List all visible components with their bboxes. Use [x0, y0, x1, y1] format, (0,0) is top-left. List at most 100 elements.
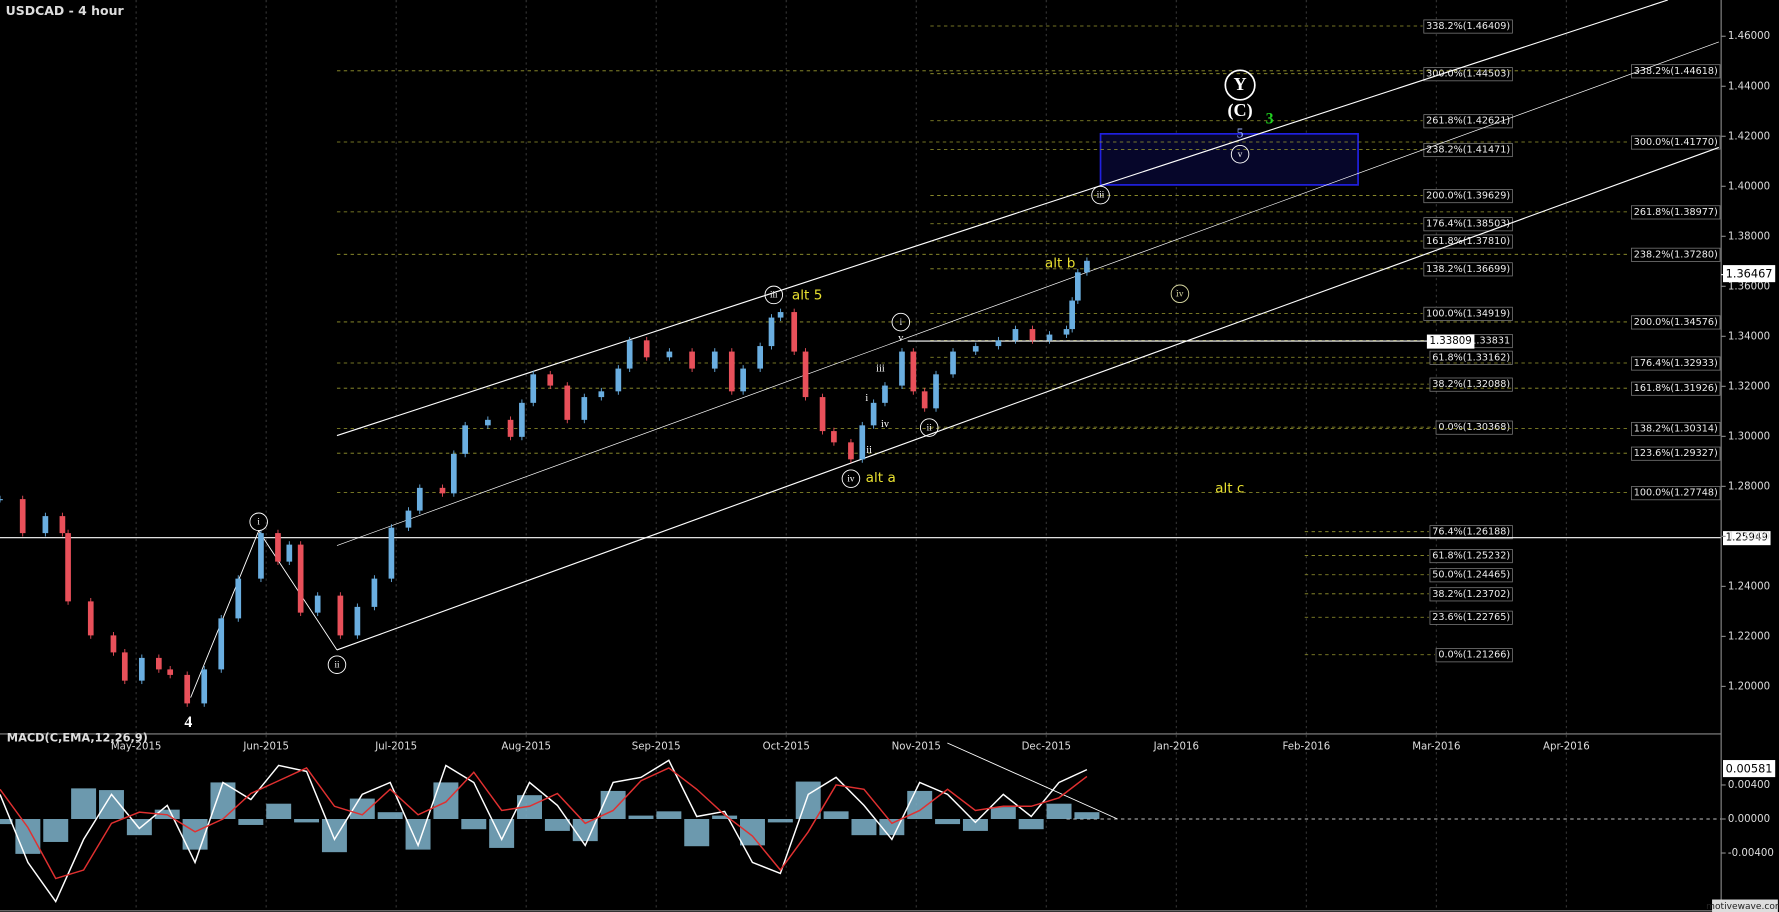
x-tick-label: Dec-2015 [1022, 741, 1071, 752]
macd-histogram-bar [517, 795, 543, 819]
fib-label-box [1423, 262, 1513, 277]
last-price-label: 1.36467 [1726, 267, 1773, 281]
fib-label: 61.8%(1.33162) [1432, 352, 1510, 363]
fib-label-box [1423, 234, 1513, 249]
fib-label-box [1631, 135, 1721, 150]
fib-label-box [1631, 356, 1721, 371]
macd-histogram-bar [767, 818, 793, 823]
wave-label: i [900, 317, 903, 327]
macd-current-label: 0.00581 [1726, 762, 1773, 776]
candle [757, 346, 763, 369]
candle [1069, 300, 1076, 330]
fib-label: 0.0%(1.30368) [1438, 422, 1510, 433]
wave-label: (C) [1227, 100, 1252, 121]
fib-label-box [1435, 648, 1513, 663]
macd-histogram-bar [321, 818, 347, 853]
watermark: motivewave.com [1706, 902, 1779, 912]
y-tick-label: 1.46000 [1728, 31, 1770, 42]
wave-label: i [257, 516, 260, 526]
candle [19, 499, 26, 534]
fib-label-box [1429, 587, 1513, 602]
fib-label-box [1429, 377, 1513, 392]
candle [1046, 334, 1053, 341]
candle [1075, 272, 1081, 301]
wave-circle [1230, 145, 1250, 164]
macd-histogram-bar [433, 782, 459, 819]
candle [507, 419, 514, 437]
wave-label: 5 [1237, 126, 1244, 141]
macd-histogram-bar [544, 818, 570, 831]
fib-label: 61.8%(1.25232) [1432, 551, 1510, 562]
x-tick-label: Jun-2015 [242, 741, 289, 752]
fib-label: 38.2%(1.23702) [1432, 589, 1510, 600]
macd-tick-label: 0.00000 [1728, 814, 1770, 825]
candle [110, 635, 117, 653]
fib-label-box [1429, 610, 1513, 625]
macd-histogram-bar [851, 818, 877, 836]
wave-label: 4 [184, 714, 192, 731]
candle [972, 346, 979, 352]
candle [121, 652, 128, 681]
y-tick-label: 1.36000 [1728, 281, 1770, 292]
candle [643, 340, 650, 358]
candle [275, 533, 281, 562]
y-tick-label: 1.40000 [1728, 181, 1770, 192]
fib-label-box [1631, 486, 1721, 501]
macd-histogram-bar [461, 818, 487, 830]
macd-histogram-bar [15, 818, 41, 854]
candle [0, 499, 3, 501]
wave-label: iv [1176, 288, 1184, 298]
fib-label-box [1423, 189, 1513, 204]
fib-levels: 338.2%(1.46409) 300.0%(1.44503) 261.8%(1.4… [336, 19, 1721, 663]
wave-label: 3 [1266, 110, 1274, 127]
candle [297, 544, 304, 613]
wave-label: Y [1234, 74, 1247, 94]
fib-label-box [1429, 549, 1513, 564]
wave-label: alt c [1215, 480, 1244, 496]
fib-label: 138.2%(1.30314) [1634, 423, 1718, 434]
candle [314, 595, 321, 613]
candle [564, 385, 571, 420]
fib-label-box [1631, 205, 1721, 220]
fib-label: 300.0%(1.44503) [1426, 69, 1510, 80]
y-tick-label: 1.32000 [1728, 381, 1770, 392]
candle [802, 351, 809, 398]
candle [416, 487, 423, 511]
candle [405, 510, 412, 528]
wave-circle [327, 655, 347, 674]
fib-label: 23.6%(1.22765) [1432, 612, 1510, 623]
fib-label: 161.8%(1.31926) [1634, 383, 1718, 394]
fib-label-box [1631, 247, 1721, 262]
wave-label: iii [1097, 190, 1105, 200]
candle [666, 351, 673, 358]
wave-label: iii [770, 290, 778, 300]
y-tick-label: 1.30000 [1728, 431, 1770, 442]
x-tick-label: Jul-2015 [374, 741, 417, 752]
fib-label: 38.2%(1.32088) [1432, 379, 1510, 390]
macd-histogram-bar [712, 815, 738, 819]
fib-label: 200.0%(1.39629) [1426, 191, 1510, 202]
macd-histogram-bar [266, 803, 292, 819]
candle [530, 374, 537, 403]
macd-histogram-bar [489, 818, 515, 848]
channel-upper [336, 0, 1668, 437]
candle [921, 391, 928, 409]
fib-label-box [1631, 421, 1721, 437]
fib-label-box [1435, 420, 1513, 435]
candle [615, 368, 622, 392]
candle [337, 595, 344, 636]
chart-title: USDCAD - 4 hour [6, 3, 125, 18]
candle [258, 533, 264, 579]
wave-circle [891, 312, 911, 332]
fib-label-box [1423, 114, 1513, 129]
fib-label: 50.0%(1.24465) [1432, 570, 1510, 581]
candle [286, 544, 293, 562]
candle [995, 340, 1002, 347]
macd-histogram-bar [43, 818, 69, 842]
candle [899, 351, 905, 386]
wave-label: alt b [1045, 256, 1075, 272]
fib-label-box [1423, 217, 1513, 232]
fib-label: 1.33831 [1470, 336, 1510, 347]
